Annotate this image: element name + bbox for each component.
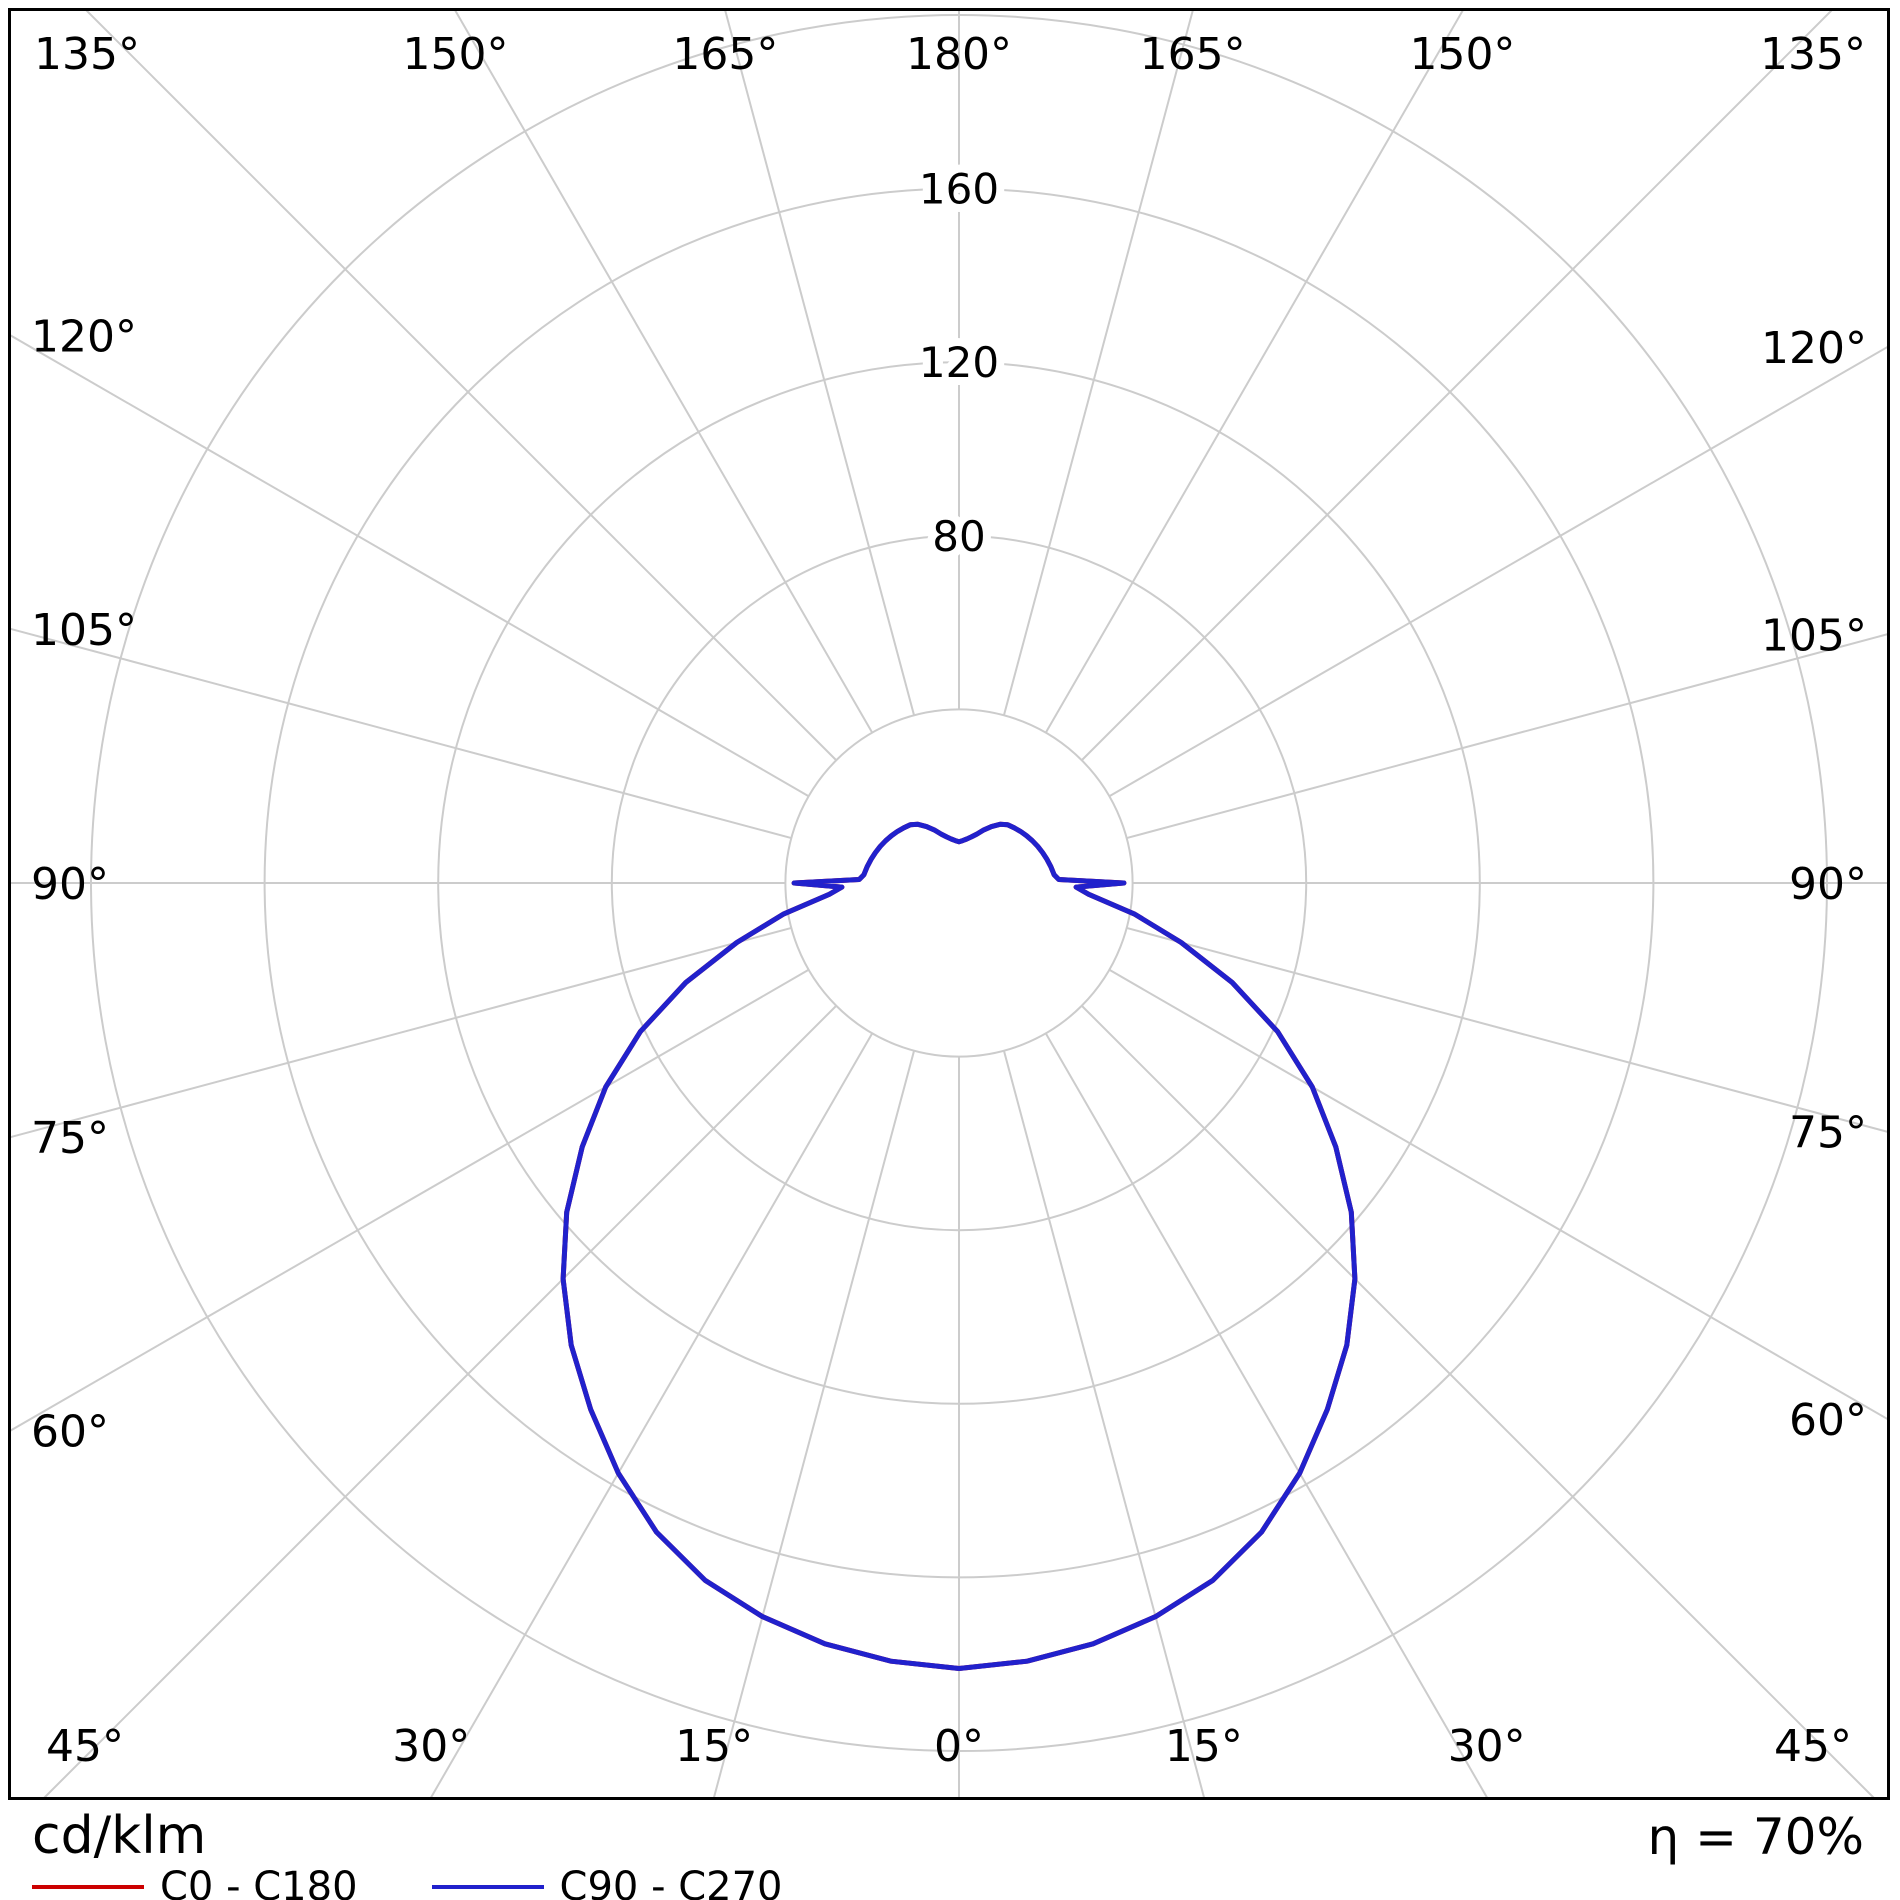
- polar-grid-spoke: [1002, 11, 1194, 716]
- legend-series-label: C90 - C270: [559, 1864, 783, 1900]
- legend-item: C0 - C180: [32, 1864, 358, 1900]
- legend-series-label: C0 - C180: [160, 1864, 358, 1900]
- legend: C0 - C180 C90 - C270: [32, 1864, 783, 1900]
- angle-tick-label: 90°: [1789, 859, 1867, 910]
- angle-tick-label: 120°: [31, 312, 137, 363]
- polar-grid-spoke: [1126, 633, 1887, 840]
- polar-grid-spoke: [1108, 346, 1887, 798]
- radial-tick-label: 160: [919, 165, 999, 214]
- polar-grid-spoke: [11, 926, 792, 1139]
- polar-grid-ring: [90, 14, 1828, 1752]
- polar-grid-spoke: [713, 1050, 916, 1797]
- angle-tick-label: 45°: [1774, 1721, 1852, 1772]
- polar-chart: 0° 15° 15° 30° 30° 45° 45° 60° 60° 75° 75° 90° 90° 10…: [11, 11, 1887, 1797]
- angle-tick-label: 60°: [1789, 1395, 1867, 1446]
- polar-grid-spoke: [724, 11, 916, 716]
- angle-tick-label: 30°: [1448, 1721, 1526, 1772]
- polar-grid-spoke: [1108, 968, 1887, 1420]
- polar-grid-spoke: [11, 627, 792, 840]
- polar-grid-spoke: [11, 968, 810, 1432]
- angle-tick-label: 135°: [1760, 29, 1866, 80]
- angle-tick-label: 105°: [31, 605, 137, 656]
- polar-grid-ring: [610, 534, 1308, 1232]
- polar-grid-spoke: [430, 1032, 874, 1797]
- legend-swatch: [431, 1885, 544, 1889]
- polar-grid-spoke: [454, 11, 874, 734]
- polar-grid-spoke: [11, 334, 810, 798]
- angle-tick-label: 60°: [31, 1406, 109, 1457]
- radial-tick-label: 80: [932, 512, 985, 561]
- angle-tick-label: 165°: [1140, 29, 1246, 80]
- polar-grid-spoke: [1081, 11, 1833, 761]
- unit-label: cd/klm: [32, 1806, 207, 1866]
- polar-grid-ring: [263, 187, 1655, 1579]
- angle-tick-label: 75°: [1789, 1108, 1867, 1159]
- angle-tick-label: 180°: [906, 29, 1012, 80]
- polar-chart-frame: 0° 15° 15° 30° 30° 45° 45° 60° 60° 75° 75° 90° 90° 10…: [8, 8, 1890, 1800]
- angle-tick-label: 15°: [675, 1721, 753, 1772]
- radial-tick-label: 120: [919, 338, 999, 387]
- polar-grid-spoke: [43, 1005, 837, 1797]
- polar-grid-ring: [784, 708, 1134, 1058]
- polar-grid-ring: [437, 361, 1481, 1405]
- angle-tick-label: 150°: [1409, 29, 1515, 80]
- angle-tick-label: 150°: [403, 29, 509, 80]
- polar-grid-spoke: [1081, 1005, 1875, 1797]
- legend-swatch: [32, 1885, 144, 1889]
- polar-grid-spoke: [1044, 11, 1464, 734]
- efficiency-label: η = 70%: [1647, 1808, 1864, 1866]
- angle-tick-label: 105°: [1761, 610, 1867, 661]
- angle-tick-label: 135°: [34, 29, 140, 80]
- curve-c90-c270: [560, 821, 1358, 1671]
- angle-tick-label: 0°: [934, 1721, 984, 1772]
- angle-tick-label: 90°: [31, 859, 109, 910]
- angle-tick-label: 30°: [392, 1721, 470, 1772]
- angle-tick-label: 15°: [1165, 1721, 1243, 1772]
- angle-tick-label: 45°: [46, 1721, 124, 1772]
- angle-tick-label: 165°: [672, 29, 778, 80]
- polar-grid-spoke: [85, 11, 837, 761]
- angle-tick-label: 75°: [31, 1113, 109, 1164]
- polar-grid-spoke: [1002, 1050, 1205, 1797]
- polar-grid-spoke: [1044, 1032, 1488, 1797]
- polar-grid-spoke: [1126, 926, 1887, 1133]
- legend-item: C90 - C270: [431, 1864, 783, 1900]
- angle-tick-label: 120°: [1761, 323, 1867, 374]
